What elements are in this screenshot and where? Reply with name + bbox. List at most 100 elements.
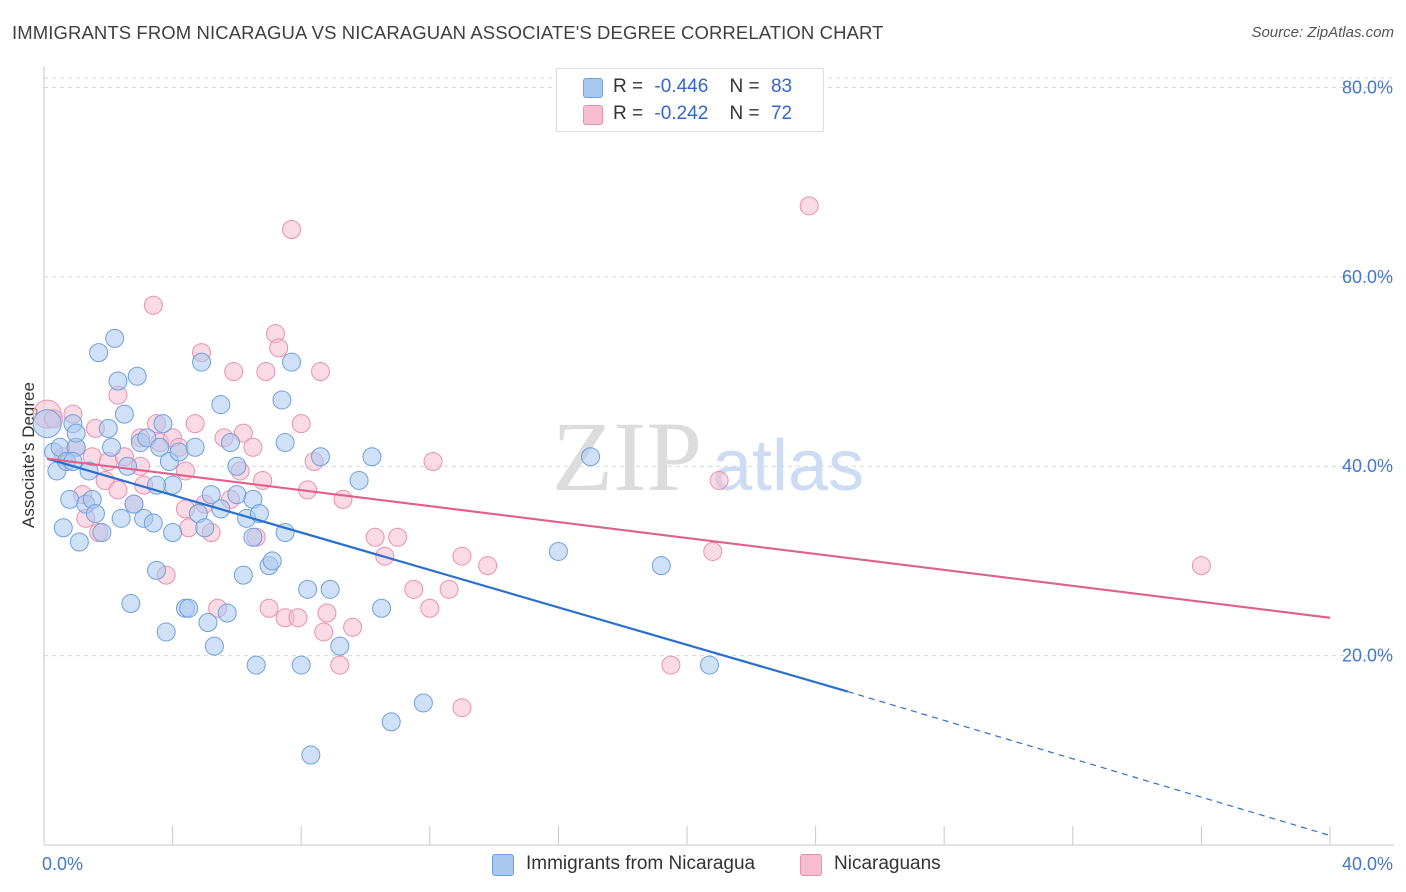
data-point: [143, 295, 163, 315]
data-point: [310, 362, 330, 382]
legend-r-blue: -0.446: [654, 76, 709, 97]
data-point: [282, 220, 302, 240]
data-point: [156, 622, 176, 642]
data-point: [404, 579, 424, 599]
data-point: [362, 447, 382, 467]
data-point: [98, 418, 118, 438]
data-point: [365, 527, 385, 547]
y-tick-label: 20.0%: [1342, 646, 1393, 666]
bottom-legend-label-pink: Nicaraguans: [834, 853, 941, 874]
data-point: [114, 404, 134, 424]
data-point: [185, 414, 205, 434]
data-point: [163, 523, 183, 543]
data-point: [330, 636, 350, 656]
data-point: [32, 409, 62, 439]
data-point: [381, 712, 401, 732]
data-point: [478, 556, 498, 576]
bottom-legend-swatch-blue: [492, 854, 514, 876]
data-point: [314, 622, 334, 642]
data-point: [204, 636, 224, 656]
data-point: [118, 456, 138, 476]
data-point: [282, 352, 302, 372]
x-tick-labels: 0.0% 40.0%: [42, 854, 1393, 874]
data-point: [243, 527, 263, 547]
data-point: [423, 452, 443, 471]
data-point: [169, 442, 189, 462]
data-point: [298, 579, 318, 599]
data-point: [581, 447, 601, 467]
data-point: [195, 518, 215, 538]
data-point: [89, 343, 109, 363]
data-point: [66, 423, 86, 443]
data-point: [269, 338, 289, 358]
data-point: [317, 603, 337, 623]
data-point: [105, 328, 125, 348]
data-point: [233, 423, 253, 443]
legend-n-blue: 83: [770, 76, 793, 97]
data-point: [661, 655, 681, 675]
legend-r-label: R =: [613, 76, 644, 97]
data-point: [224, 362, 244, 382]
data-point: [198, 612, 218, 632]
data-point: [201, 485, 221, 505]
data-point: [227, 485, 247, 505]
data-point: [420, 598, 440, 618]
data-point: [548, 541, 568, 561]
data-point: [137, 428, 157, 448]
data-point: [147, 560, 167, 580]
data-point: [1191, 556, 1211, 576]
watermark-zip: ZIP: [552, 401, 702, 512]
data-point: [217, 603, 237, 623]
data-point: [85, 504, 105, 524]
y-axis-label: Associate's Degree: [19, 382, 38, 528]
data-point: [452, 698, 472, 718]
data-point: [121, 594, 141, 614]
trend-line-pink: [47, 457, 1331, 619]
data-point: [179, 598, 199, 618]
data-point: [211, 395, 231, 415]
data-point: [233, 565, 253, 585]
axes: [43, 66, 1394, 846]
watermark: ZIP atlas: [552, 401, 864, 512]
data-point: [246, 655, 266, 675]
data-point: [291, 655, 311, 675]
data-point: [192, 352, 212, 372]
data-point: [452, 546, 472, 566]
source-label: Source: ZipAtlas.com: [1251, 24, 1394, 41]
data-point: [413, 693, 433, 713]
data-point: [111, 508, 131, 528]
data-point: [150, 437, 170, 457]
trend-line-blue: [46, 457, 849, 693]
data-point: [700, 655, 720, 675]
legend-n-pink: 72: [770, 103, 793, 124]
data-point: [220, 433, 240, 453]
data-point: [127, 366, 147, 386]
data-point: [108, 371, 128, 391]
x-tick-label: 0.0%: [42, 854, 83, 874]
data-point: [275, 433, 295, 453]
x-tick-label: 40.0%: [1342, 854, 1393, 874]
legend-swatch-blue: [583, 78, 603, 98]
data-point: [102, 437, 122, 457]
data-point: [227, 456, 247, 476]
data-point: [651, 556, 671, 576]
trend-line-extension-blue: [847, 691, 1331, 837]
legend-swatch-pink: [583, 105, 603, 125]
data-point: [349, 470, 369, 490]
data-point: [259, 598, 279, 618]
data-point: [320, 579, 340, 599]
y-tick-label: 60.0%: [1342, 267, 1393, 287]
data-point: [301, 745, 321, 765]
legend-r-label: R =: [613, 103, 644, 124]
data-point: [330, 655, 350, 675]
data-point: [69, 532, 89, 552]
data-point: [163, 475, 183, 495]
data-point: [272, 390, 292, 410]
data-point: [143, 513, 163, 533]
data-point: [333, 489, 353, 509]
bottom-legend-label-blue: Immigrants from Nicaragua: [526, 853, 756, 874]
trend-lines: [46, 457, 1331, 837]
bottom-legend-swatch-pink: [800, 854, 822, 876]
data-point: [310, 447, 330, 467]
